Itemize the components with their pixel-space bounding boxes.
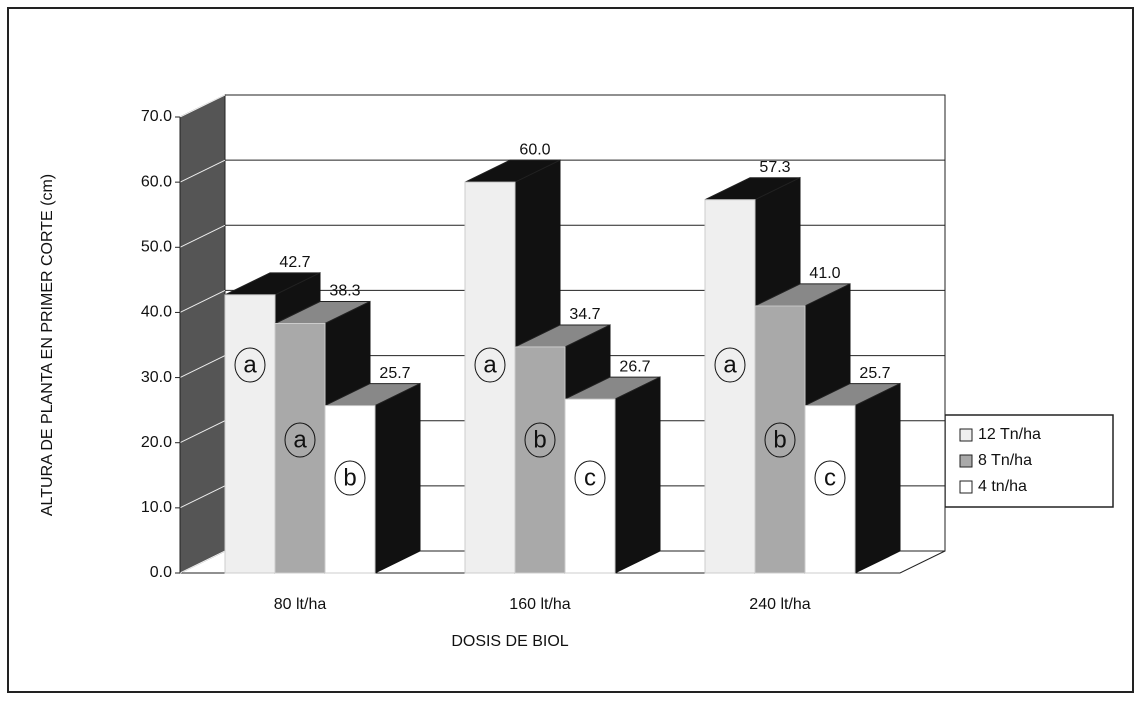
letter-circle: [284, 422, 316, 458]
grid-line: [179, 224, 226, 248]
legend-swatch: [959, 480, 973, 494]
value-label: 57.3: [759, 159, 790, 176]
bar-side: [854, 382, 901, 574]
grid-line: [179, 550, 226, 574]
grid-line: [179, 485, 226, 509]
frame: [7, 7, 1134, 693]
x-tick-label: 240 lt/ha: [749, 596, 810, 613]
letter-label: c: [824, 464, 836, 491]
y-tick-label: 40.0: [141, 304, 172, 321]
legend-swatch: [959, 454, 973, 468]
legend-swatch: [959, 428, 973, 442]
letter-circle: [234, 347, 266, 383]
value-label: 25.7: [379, 365, 410, 382]
grid-line: [179, 420, 226, 444]
value-label: 38.3: [329, 283, 360, 300]
letter-label: b: [533, 426, 546, 453]
letter-label: b: [773, 426, 786, 453]
value-label: 60.0: [519, 141, 550, 158]
bar: [514, 346, 566, 574]
y-tick-label: 50.0: [141, 239, 172, 256]
bar: [324, 405, 376, 574]
letter-circle: [714, 347, 746, 383]
value-label: 34.7: [569, 306, 600, 323]
y-tick-label: 30.0: [141, 369, 172, 386]
bar: [274, 323, 326, 574]
value-label: 42.7: [279, 254, 310, 271]
y-tick-label: 60.0: [141, 173, 172, 190]
bar: [704, 199, 756, 574]
letter-circle: [334, 460, 366, 496]
legend-label: 12 Tn/ha: [978, 426, 1041, 443]
letter-label: b: [343, 464, 356, 491]
bar: [804, 405, 856, 574]
letter-label: a: [483, 351, 497, 378]
bar: [564, 398, 616, 574]
grid-line: [179, 94, 226, 118]
x-tick-label: 160 lt/ha: [509, 596, 570, 613]
grid-line: [179, 289, 226, 313]
legend-box: [944, 414, 1114, 508]
value-label: 26.7: [619, 358, 650, 375]
letter-circle: [524, 422, 556, 458]
bar: [224, 294, 276, 574]
x-tick-label: 80 lt/ha: [274, 596, 327, 613]
bar: [754, 305, 806, 574]
value-label: 41.0: [809, 265, 840, 282]
letter-label: a: [293, 426, 307, 453]
legend-label: 4 tn/ha: [978, 478, 1027, 495]
grid-line: [179, 159, 226, 183]
letter-label: a: [243, 351, 257, 378]
legend-label: 8 Tn/ha: [978, 452, 1032, 469]
letter-label: c: [584, 464, 596, 491]
letter-circle: [574, 460, 606, 496]
bar-side: [374, 382, 421, 574]
y-tick-label: 0.0: [150, 564, 172, 581]
y-tick-label: 20.0: [141, 434, 172, 451]
letter-label: a: [723, 351, 737, 378]
y-tick-label: 70.0: [141, 108, 172, 125]
letter-circle: [474, 347, 506, 383]
y-tick-label: 10.0: [141, 499, 172, 516]
bar-side: [614, 376, 661, 574]
y-axis-title: ALTURA DE PLANTA EN PRIMER CORTE (cm): [39, 174, 56, 516]
letter-circle: [814, 460, 846, 496]
grid-line: [179, 355, 226, 379]
x-axis-title: DOSIS DE BIOL: [451, 633, 568, 650]
letter-circle: [764, 422, 796, 458]
value-label: 25.7: [859, 365, 890, 382]
side-wall: [179, 94, 226, 574]
